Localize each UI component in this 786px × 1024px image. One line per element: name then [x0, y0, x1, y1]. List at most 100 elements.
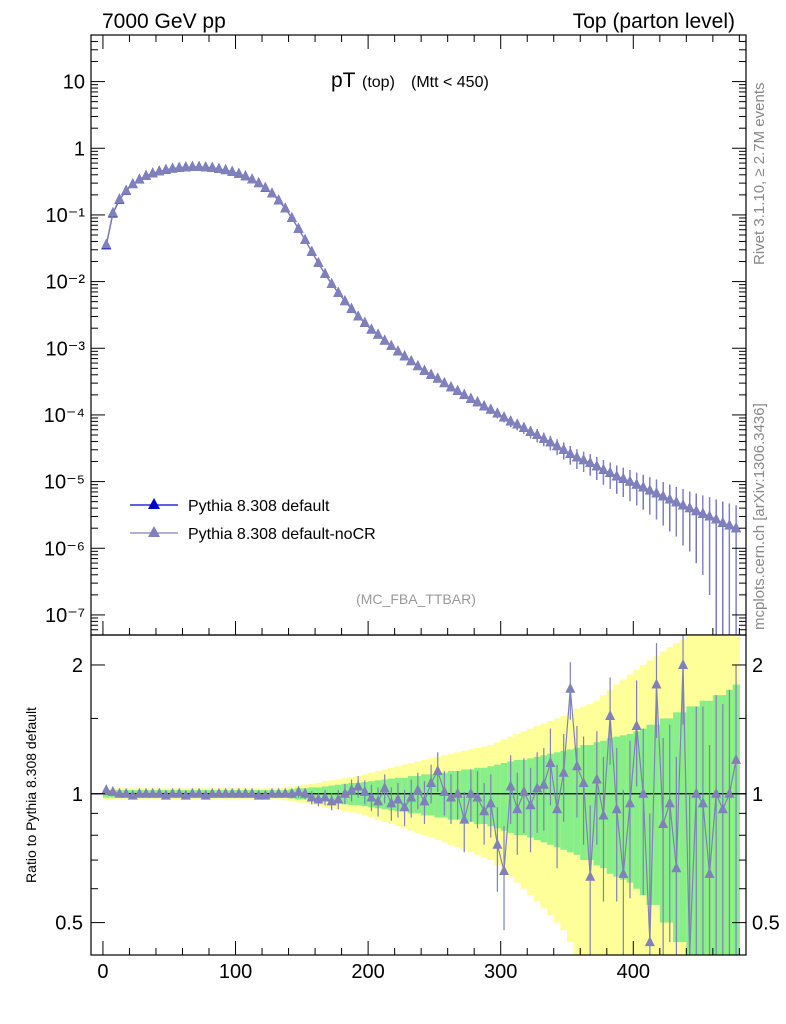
data-point [724, 519, 735, 530]
data-point [313, 257, 324, 268]
data-point [624, 475, 635, 486]
ratio-point [147, 787, 158, 798]
plot-title-sub1: (top) [362, 74, 395, 91]
ratio-point [320, 791, 331, 802]
data-point [445, 381, 456, 392]
data-point [452, 384, 463, 395]
ratio-point [538, 778, 549, 789]
y-tick-label: 10⁻⁶ [44, 538, 85, 560]
data-point [406, 355, 417, 366]
ratio-ylabel: Ratio to Pythia 8.308 default [23, 707, 39, 883]
data-point [678, 499, 689, 510]
ratio-point [585, 870, 596, 881]
y-tick-label: 10 [63, 72, 85, 94]
data-point [373, 328, 384, 339]
ratio-point [154, 787, 165, 798]
data-point [286, 211, 297, 222]
ratio-point [273, 787, 284, 798]
data-point [220, 164, 231, 175]
y-tick-label: 10⁻³ [46, 338, 86, 360]
ratio-point [233, 787, 244, 798]
ratio-point [266, 787, 277, 798]
data-point [651, 487, 662, 498]
rivet-label: Rivet 3.1.10, ≥ 2.7M events [751, 83, 768, 266]
data-point [571, 451, 582, 462]
data-point [704, 510, 715, 521]
ratio-point [366, 791, 377, 802]
data-point [280, 202, 291, 213]
ratio-point [691, 787, 702, 798]
data-point [525, 425, 536, 436]
ratio-point [419, 795, 430, 806]
data-point [691, 505, 702, 516]
y-tick-label: 1 [74, 138, 85, 160]
ratio-y-tick-label: 0.5 [55, 913, 83, 935]
data-point [127, 178, 138, 189]
ratio-point [485, 797, 496, 808]
data-point [233, 167, 244, 178]
uncertainty-band-inner [633, 731, 641, 889]
data-point [227, 165, 238, 176]
y-tick-label: 10⁻⁵ [44, 472, 85, 494]
ratio-point [518, 785, 529, 796]
data-point [180, 161, 191, 172]
ratio-point [492, 838, 503, 849]
ratio-point [253, 789, 264, 800]
ratio-point [571, 760, 582, 771]
data-point [320, 268, 331, 279]
ratio-point [412, 784, 423, 795]
ratio-point [187, 787, 198, 798]
data-point [717, 516, 728, 527]
data-point [591, 460, 602, 471]
ratio-y-tick-label: 1 [72, 784, 83, 806]
ratio-point [552, 803, 563, 814]
data-point [638, 481, 649, 492]
ratio-point [591, 773, 602, 784]
ratio-point [373, 795, 384, 806]
data-point [207, 161, 218, 172]
data-point [426, 368, 437, 379]
data-point [459, 388, 470, 399]
ratio-point [174, 787, 185, 798]
data-point [353, 310, 364, 321]
plot-title-sub2: (Mtt < 450) [411, 74, 489, 91]
data-point [253, 177, 264, 188]
legend-marker-default [148, 498, 160, 509]
data-point [339, 295, 350, 306]
uncertainty-band-inner [494, 764, 502, 829]
data-point [273, 194, 284, 205]
ratio-point [207, 787, 218, 798]
ratio-point [227, 787, 238, 798]
ratio-point [717, 803, 728, 814]
data-point [618, 472, 629, 483]
ratio-y-tick-label-right: 1 [752, 784, 763, 806]
x-tick-label: 100 [219, 961, 252, 983]
mcplots-label: mcplots.cern.ch [arXiv:1306.3436] [751, 403, 768, 630]
data-point [552, 440, 563, 451]
data-point [174, 161, 185, 172]
ratio-point [293, 785, 304, 796]
ratio-point [247, 787, 258, 798]
data-point [505, 415, 516, 426]
ratio-point [658, 817, 669, 828]
data-point [392, 345, 403, 356]
data-point [412, 360, 423, 371]
data-point [538, 432, 549, 443]
data-point [346, 302, 357, 313]
ratio-point [479, 805, 490, 816]
y-tick-label: 10⁻⁷ [45, 605, 85, 627]
ratio-y-tick-label-right: 2 [752, 655, 763, 677]
data-point [213, 162, 224, 173]
ratio-point [107, 785, 118, 796]
data-point [114, 193, 125, 204]
data-point [605, 466, 616, 477]
data-point [306, 245, 317, 256]
ratio-point [472, 791, 483, 802]
ratio-point [220, 787, 231, 798]
ratio-point [671, 862, 682, 873]
ratio-point [346, 784, 357, 795]
data-point [492, 407, 503, 418]
data-point [731, 522, 742, 533]
ratio-point [280, 787, 291, 798]
